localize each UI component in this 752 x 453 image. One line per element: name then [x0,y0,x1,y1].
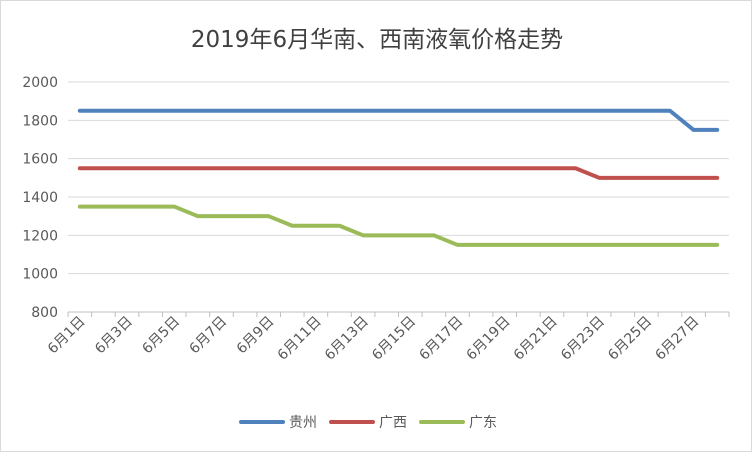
gridlines [68,81,729,275]
x-tick-label: 6月17日 [416,314,466,364]
x-axis-tick-labels: 6月1日 6月3日 6月5日 6月7日 6月9日6月11日6月13日6月15日6月17日… [45,314,703,364]
legend-label: 贵州 [289,415,317,431]
axes [67,311,730,317]
x-tick-label: 6月9日 [234,314,278,358]
x-tick-label: 6月5日 [139,314,183,358]
x-tick-label: 6月13日 [322,314,372,364]
y-tick-label: 800 [31,305,58,321]
x-tick-label: 6月21日 [511,314,561,364]
y-tick-label: 1200 [22,228,58,244]
y-tick-label: 2000 [22,75,58,91]
x-tick-label: 6月15日 [369,314,419,364]
legend-label: 广东 [469,415,497,431]
series-lines [77,108,720,247]
y-axis-tick-labels: 800 1000 1200 1400 1600 1800 2000 [22,75,58,321]
legend-label: 广西 [379,415,407,431]
y-tick-label: 1000 [22,267,58,283]
x-tick-label: 6月23日 [558,314,608,364]
series-line-1 [77,166,720,180]
x-tick-label: 6月7日 [187,314,231,358]
x-tick-label: 6月11日 [275,314,325,364]
y-tick-label: 1600 [22,152,58,168]
x-tick-label: 6月19日 [464,314,514,364]
legend: 贵州 广西 广东 [239,415,497,431]
series-line-2 [77,204,720,247]
x-tick-label: 6月27日 [652,314,702,364]
series-line-0 [77,108,720,132]
chart-title: 2019年6月华南、西南液氧价格走势 [191,27,563,53]
x-tick-label: 6月3日 [92,314,136,358]
y-tick-label: 1400 [22,190,58,206]
x-tick-label: 6月25日 [605,314,655,364]
y-tick-label: 1800 [22,113,58,129]
